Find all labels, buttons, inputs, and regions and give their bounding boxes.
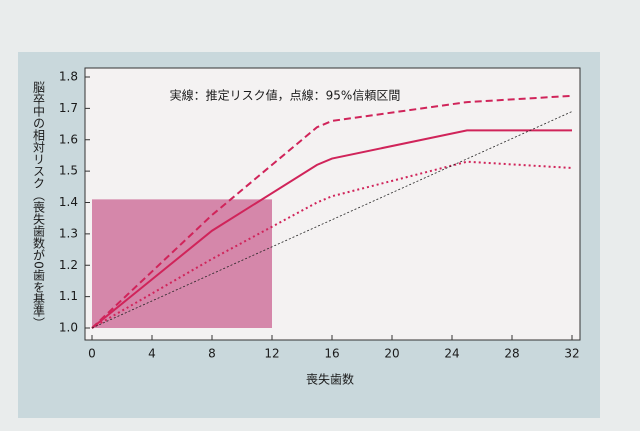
y-tick-label: 1.5 [59, 164, 78, 178]
series-line [91, 94, 573, 329]
series-line [91, 160, 573, 329]
y-tick-label: 1.8 [59, 70, 78, 84]
x-tick-label: 4 [148, 347, 156, 361]
x-tick-label: 12 [264, 347, 279, 361]
y-axis-label: 脳卒中の相対リスク（喪失歯数が0歯を基準） [32, 81, 46, 329]
series-line [91, 129, 572, 329]
y-tick-label: 1.7 [59, 101, 78, 115]
y-tick-label: 1.0 [59, 321, 78, 335]
x-tick-label: 24 [444, 347, 459, 361]
y-tick-label: 1.4 [59, 195, 78, 209]
x-tick-label: 28 [504, 347, 519, 361]
x-axis-label: 喪失歯数 [306, 372, 354, 387]
x-tick-label: 32 [564, 347, 579, 361]
y-tick-label: 1.3 [59, 226, 78, 240]
y-tick-label: 1.6 [59, 132, 78, 146]
x-tick-label: 20 [384, 347, 399, 361]
y-tick-label: 1.1 [59, 289, 78, 303]
annotation: 実線：推定リスク値，点線：95%信頼区間 [170, 88, 401, 103]
x-tick-label: 16 [324, 347, 339, 361]
x-tick-label: 8 [208, 347, 216, 361]
shaded-region [92, 199, 272, 328]
y-tick-label: 1.2 [59, 258, 78, 272]
x-tick-label: 0 [88, 347, 96, 361]
